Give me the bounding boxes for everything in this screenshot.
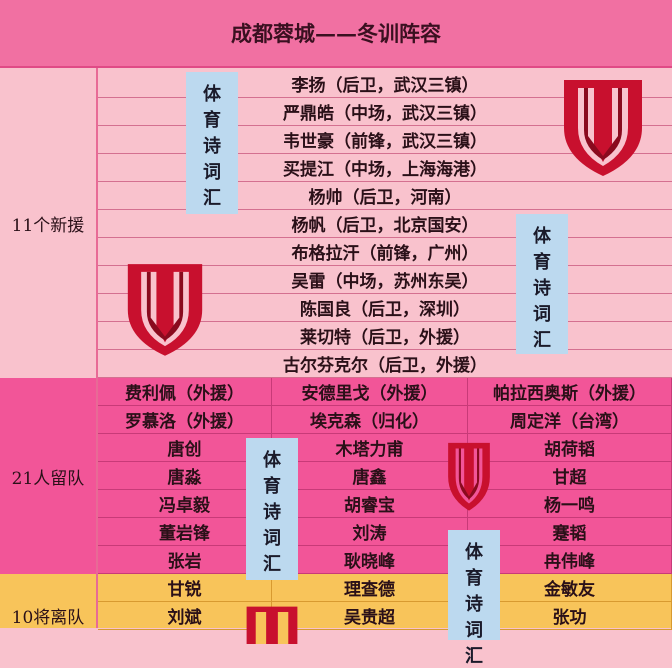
player-cell: 吴贵超: [272, 602, 468, 629]
player-row: 莱切特（后卫，外援）: [98, 322, 672, 350]
table-row: 费利佩（外援） 安德里戈（外援） 帕拉西奥斯（外援）: [98, 378, 672, 406]
player-cell: 费利佩（外援）: [98, 378, 272, 405]
table-row: 唐创 木塔力甫 胡荷韬: [98, 434, 672, 462]
shield-logo-icon: [564, 80, 642, 176]
watermark-char: 诗: [203, 136, 221, 157]
watermark-char: 汇: [203, 188, 221, 209]
shield-logo-icon: [448, 442, 490, 511]
watermark-char: 体: [263, 450, 281, 471]
table-row: 董岩锋 刘涛 蹇韬: [98, 518, 672, 546]
watermark-char: 育: [533, 252, 551, 273]
player-cell: 胡荷韬: [468, 434, 672, 461]
shield-logo-icon: [127, 264, 203, 356]
watermark-char: 汇: [263, 554, 281, 575]
watermark-char: 体: [533, 226, 551, 247]
player-row: 杨帅（后卫，河南）: [98, 182, 672, 210]
watermark-char: 育: [263, 476, 281, 497]
watermark-char: 词: [533, 304, 551, 325]
player-cell: 木塔力甫: [272, 434, 468, 461]
section-label: 21人留队: [0, 378, 98, 574]
watermark-char: 诗: [465, 594, 483, 615]
watermark: 体育诗词汇: [448, 530, 500, 667]
player-cell: 胡睿宝: [272, 490, 468, 517]
player-row: 杨帆（后卫，北京国安）: [98, 210, 672, 238]
section-label: 10将离队: [0, 574, 98, 628]
player-row: 韦世豪（前锋，武汉三镇）: [98, 126, 672, 154]
player-cell: 安德里戈（外援）: [272, 378, 468, 405]
player-row: 吴雷（中场，苏州东吴）: [98, 266, 672, 294]
shield-logo-icon: [246, 606, 298, 644]
watermark-char: 汇: [533, 330, 551, 351]
table-row: 唐淼 唐鑫 甘超: [98, 462, 672, 490]
watermark-char: 汇: [465, 646, 483, 667]
player-row: 陈国良（后卫，深圳）: [98, 294, 672, 322]
player-cell: 帕拉西奥斯（外援）: [468, 378, 672, 405]
player-cell: 埃克森（归化）: [272, 406, 468, 433]
watermark-char: 词: [263, 528, 281, 549]
staying-section: 21人留队 费利佩（外援） 安德里戈（外援） 帕拉西奥斯（外援） 罗慕洛（外援） 埃克森…: [0, 378, 672, 574]
player-row: 买提江（中场，上海海港）: [98, 154, 672, 182]
player-row: 古尔芬克尔（后卫，外援）: [98, 350, 672, 378]
player-cell: 唐鑫: [272, 462, 468, 489]
player-row: 李扬（后卫，武汉三镇）: [98, 70, 672, 98]
page-title: 成都蓉城——冬训阵容: [0, 0, 672, 68]
leaving-section: 10将离队 甘锐 理查德 金敏友 刘斌 吴贵超 张功: [0, 574, 672, 630]
player-cell: 理查德: [272, 574, 468, 601]
watermark-char: 育: [465, 568, 483, 589]
watermark: 体育诗词汇: [516, 214, 568, 354]
section-label: 11个新援: [0, 68, 98, 378]
table-row: 刘斌 吴贵超 张功: [98, 602, 672, 630]
player-cell: 甘锐: [98, 574, 272, 601]
player-row: 布格拉汗（前锋，广州）: [98, 238, 672, 266]
player-cell: 甘超: [468, 462, 672, 489]
player-cell: 耿晓峰: [272, 546, 468, 573]
watermark-char: 体: [465, 542, 483, 563]
watermark: 体育诗词汇: [246, 438, 298, 580]
player-cell: 刘涛: [272, 518, 468, 545]
table-row: 张岩 耿晓峰 冉伟峰: [98, 546, 672, 574]
table-row: 罗慕洛（外援） 埃克森（归化） 周定洋（台湾）: [98, 406, 672, 434]
player-cell: 罗慕洛（外援）: [98, 406, 272, 433]
watermark-char: 诗: [263, 502, 281, 523]
watermark-char: 育: [203, 110, 221, 131]
table-row: 冯卓毅 胡睿宝 杨一鸣: [98, 490, 672, 518]
watermark-char: 词: [203, 162, 221, 183]
player-row: 严鼎皓（中场，武汉三镇）: [98, 98, 672, 126]
watermark-char: 体: [203, 84, 221, 105]
player-cell: 杨一鸣: [468, 490, 672, 517]
table-row: 甘锐 理查德 金敏友: [98, 574, 672, 602]
watermark: 体育诗词汇: [186, 72, 238, 214]
watermark-char: 词: [465, 620, 483, 641]
watermark-char: 诗: [533, 278, 551, 299]
player-cell: 周定洋（台湾）: [468, 406, 672, 433]
